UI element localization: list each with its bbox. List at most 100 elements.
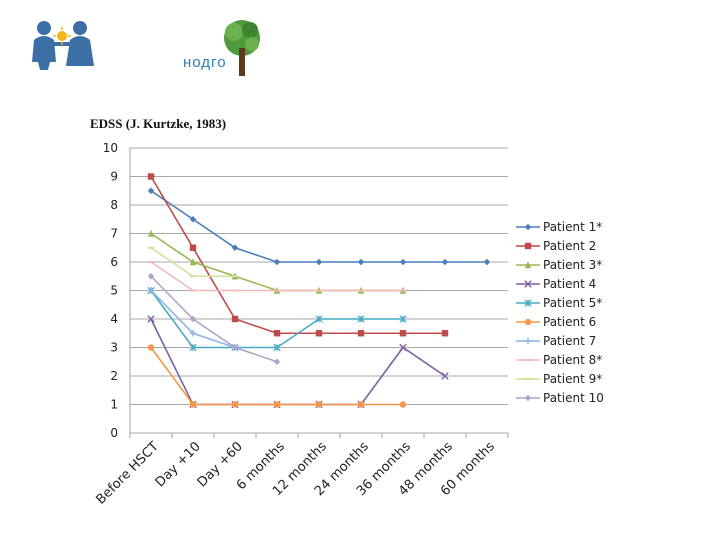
series-line <box>150 176 445 335</box>
data-point <box>399 330 407 337</box>
data-point <box>315 258 323 266</box>
legend-label: Patient 2 <box>543 239 596 253</box>
y-tick-label: 1 <box>110 398 118 412</box>
data-point <box>441 372 449 380</box>
data-point <box>147 273 155 280</box>
data-point <box>231 315 239 323</box>
data-point <box>524 242 532 250</box>
data-point <box>524 223 532 231</box>
legend-label: Patient 5* <box>543 296 602 310</box>
data-point <box>147 315 155 323</box>
data-point <box>524 318 532 326</box>
data-point <box>524 299 532 307</box>
legend-label: Patient 4 <box>543 277 596 291</box>
series-4 <box>147 315 449 409</box>
x-tick-label: Before HSCT <box>93 439 161 507</box>
data-point <box>189 315 197 323</box>
series-10 <box>147 273 281 365</box>
legend-item: Patient 1* <box>516 220 602 234</box>
y-tick-label: 7 <box>110 227 118 241</box>
data-point <box>524 337 532 345</box>
y-tick-label: 10 <box>103 141 118 155</box>
series-2 <box>147 173 449 337</box>
data-point <box>399 315 407 323</box>
data-point <box>231 244 239 251</box>
series-lines <box>147 173 491 409</box>
series-6 <box>147 344 407 408</box>
legend-label: Patient 1* <box>543 220 602 234</box>
legend-label: Patient 10 <box>543 391 604 405</box>
data-point <box>357 401 365 408</box>
data-point <box>273 401 281 408</box>
data-point <box>483 258 491 266</box>
data-point <box>189 401 197 408</box>
legend-label: Patient 7 <box>543 334 596 348</box>
data-point <box>273 258 281 266</box>
data-point <box>147 344 155 351</box>
legend-item: Patient 7 <box>516 334 596 348</box>
legend: Patient 1* Patient 2 Patient 3* Patient 4 Pa… <box>516 220 604 405</box>
data-point <box>231 344 239 351</box>
data-point <box>147 287 155 294</box>
legend-item: Patient 2 <box>516 239 596 253</box>
legend-item: Patient 4 <box>516 277 596 291</box>
legend-item: Patient 8* <box>516 353 602 367</box>
tree-logo-icon <box>224 20 260 76</box>
data-point <box>399 343 407 352</box>
data-point <box>315 330 323 337</box>
data-point <box>441 258 449 266</box>
legend-label: Patient 3* <box>543 258 602 272</box>
legend-item: Patient 5* <box>516 296 602 310</box>
data-point <box>147 229 155 237</box>
series-8 <box>147 261 407 292</box>
y-tick-label: 4 <box>110 312 118 326</box>
legend-item: Patient 6 <box>516 315 596 329</box>
data-point <box>524 394 532 402</box>
data-point <box>189 244 197 251</box>
data-point <box>357 315 365 323</box>
data-point <box>273 343 281 352</box>
data-point <box>524 261 532 269</box>
series-9 <box>147 246 239 278</box>
y-tick-label: 0 <box>110 426 118 440</box>
y-tick-label: 3 <box>110 341 118 355</box>
data-point <box>357 258 365 266</box>
data-point <box>441 330 449 337</box>
data-point <box>189 330 197 337</box>
series-line <box>150 190 487 263</box>
series-line <box>150 275 278 363</box>
y-tick-label: 2 <box>110 369 118 383</box>
data-point <box>399 258 407 266</box>
organization-logo-text: нодго <box>183 54 227 71</box>
legend-label: Patient 8* <box>543 353 602 367</box>
data-point <box>189 258 197 266</box>
children-logo-icon <box>32 21 94 70</box>
y-tick-label: 5 <box>110 284 118 298</box>
data-point <box>357 330 365 337</box>
data-point <box>315 315 323 323</box>
legend-label: Patient 9* <box>543 372 602 386</box>
data-point <box>147 187 155 194</box>
y-axis-ticks: 0 1 2 3 4 5 6 7 8 9 10 <box>103 141 118 440</box>
data-point <box>315 401 323 408</box>
data-point <box>189 343 197 352</box>
data-point <box>273 330 281 337</box>
y-tick-label: 9 <box>110 170 118 184</box>
data-point <box>399 401 407 408</box>
data-point <box>273 358 281 365</box>
series-1 <box>147 187 491 266</box>
legend-item: Patient 10 <box>516 391 604 405</box>
chart-title: EDSS (J. Kurtzke, 1983) <box>90 116 227 131</box>
data-point <box>524 280 532 288</box>
series-line <box>150 261 403 292</box>
legend-item: Patient 3* <box>516 258 602 272</box>
data-point <box>231 401 239 408</box>
y-tick-label: 8 <box>110 198 118 212</box>
legend-label: Patient 6 <box>543 315 596 329</box>
data-point <box>147 173 155 180</box>
x-tick-label: Day +10 <box>153 439 204 490</box>
legend-item: Patient 9* <box>516 372 602 386</box>
y-tick-label: 6 <box>110 255 118 269</box>
data-point <box>189 216 197 223</box>
